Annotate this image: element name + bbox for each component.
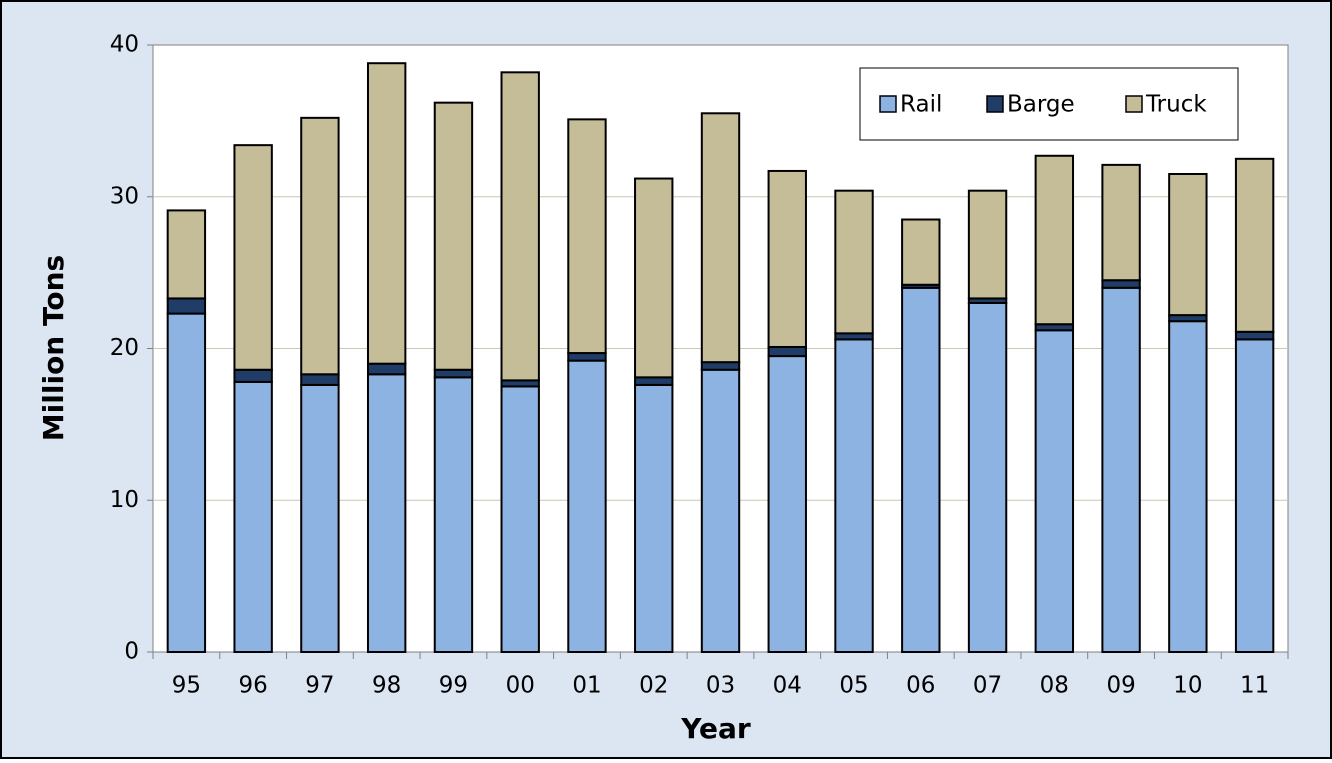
x-axis-label: Year (680, 712, 751, 745)
bars (166, 62, 1275, 653)
legend-box (859, 67, 1239, 141)
bar-segment (767, 345, 807, 358)
bar-segment (700, 112, 741, 364)
bar-segment (1234, 330, 1275, 341)
bar-segment (300, 373, 340, 386)
x-tick-label: 06 (906, 673, 935, 699)
bar-segment (634, 376, 674, 386)
bar-segment (1168, 172, 1208, 317)
legend: Rail Barge Truck (879, 92, 1207, 118)
y-axis-label: Million Tons (37, 255, 70, 441)
legend-swatch (879, 95, 897, 113)
bar-segment (1234, 157, 1275, 333)
bar-segment (166, 209, 207, 300)
x-tick-label: 01 (572, 673, 601, 699)
bar-segment (233, 144, 273, 371)
bar-segment (634, 177, 674, 379)
bar-segment (366, 362, 407, 376)
bar-segment (300, 383, 340, 653)
y-tick-label: 10 (110, 487, 139, 513)
legend-swatch (1125, 95, 1143, 113)
bar-segment (166, 297, 207, 315)
bar-segment (767, 355, 807, 653)
bar-segment (166, 312, 207, 653)
bar-segment (300, 116, 340, 376)
x-tick-label: 98 (372, 673, 401, 699)
bar-segment (233, 368, 273, 383)
x-tick-label: 95 (172, 673, 201, 699)
legend-label: Truck (1145, 92, 1207, 118)
x-tick-label: 09 (1106, 673, 1135, 699)
x-tick-label: 96 (239, 673, 268, 699)
legend-label: Barge (1007, 92, 1075, 118)
bar-segment (700, 361, 741, 371)
x-tick-label: 04 (773, 673, 802, 699)
x-tick-label: 08 (1040, 673, 1069, 699)
bar-segment (567, 352, 607, 362)
bar-segment (1234, 338, 1275, 653)
bar-segment (500, 385, 540, 653)
bar-segment (433, 101, 474, 371)
bar-segment (834, 338, 874, 653)
x-tick-label: 05 (839, 673, 868, 699)
bar-segment (901, 218, 941, 286)
bar-segment (700, 368, 741, 653)
bar-segment (433, 376, 474, 653)
bar-segment (767, 169, 807, 348)
bar-segment (433, 368, 474, 379)
y-tick-label: 20 (110, 335, 139, 361)
bar-segment (366, 373, 407, 653)
legend-label: Rail (900, 92, 942, 118)
bar-segment (901, 286, 941, 653)
bar-segment (967, 189, 1008, 300)
bar-segment (834, 189, 874, 335)
legend-swatch (986, 95, 1004, 113)
y-tick-label: 40 (110, 32, 139, 58)
y-tick-label: 0 (124, 639, 139, 665)
x-tick-label: 10 (1173, 673, 1202, 699)
bar-segment (967, 301, 1008, 653)
bar-segment (1101, 163, 1141, 282)
y-tick-label: 30 (110, 183, 139, 209)
x-tick-label: 99 (439, 673, 468, 699)
bar-segment (366, 62, 407, 365)
x-tick-label: 03 (706, 673, 735, 699)
bar-segment (634, 383, 674, 653)
x-tick-label: 97 (305, 673, 334, 699)
bar-segment (567, 118, 607, 355)
bar-segment (1101, 279, 1141, 289)
x-tick-label: 07 (973, 673, 1002, 699)
x-tick-label: 02 (639, 673, 668, 699)
bar-segment (500, 71, 540, 382)
x-tick-label: 00 (506, 673, 535, 699)
bar-segment (567, 359, 607, 653)
bar-segment (1034, 154, 1075, 326)
x-tick-label: 11 (1240, 673, 1269, 699)
bar-segment (1168, 320, 1208, 653)
bar-segment (1034, 329, 1075, 653)
bar-segment (233, 380, 273, 653)
bar-segment (1101, 286, 1141, 653)
